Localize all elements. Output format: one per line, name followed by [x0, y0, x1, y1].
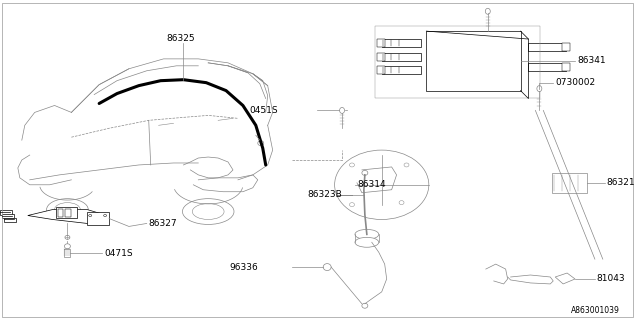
Bar	[529, 63, 566, 71]
Text: 81043: 81043	[597, 275, 625, 284]
Ellipse shape	[340, 108, 344, 113]
Bar	[381, 39, 421, 47]
Ellipse shape	[404, 163, 409, 167]
Bar	[377, 66, 385, 74]
Text: 86321: 86321	[607, 178, 636, 187]
Text: 86327: 86327	[148, 219, 177, 228]
Ellipse shape	[355, 229, 379, 239]
Bar	[529, 43, 566, 51]
Bar	[2, 213, 14, 219]
Bar	[375, 26, 540, 98]
Bar	[426, 31, 520, 91]
Ellipse shape	[537, 86, 542, 92]
Bar	[87, 212, 109, 225]
Text: 86341: 86341	[577, 56, 605, 65]
Text: A863001039: A863001039	[571, 306, 620, 315]
Bar	[377, 53, 385, 61]
Ellipse shape	[323, 264, 331, 270]
Text: 96336: 96336	[229, 263, 258, 272]
Ellipse shape	[362, 303, 368, 308]
Text: 0730002: 0730002	[556, 78, 595, 87]
Ellipse shape	[65, 235, 70, 239]
Text: 86314: 86314	[357, 180, 385, 189]
Bar	[58, 209, 63, 217]
Ellipse shape	[349, 163, 355, 167]
Bar	[4, 218, 16, 222]
Bar	[381, 66, 421, 74]
Bar	[381, 53, 421, 61]
Polygon shape	[28, 210, 107, 223]
Ellipse shape	[349, 203, 355, 207]
Bar	[552, 173, 587, 193]
Ellipse shape	[89, 214, 92, 217]
Bar	[377, 39, 385, 47]
Bar	[562, 63, 570, 71]
Text: 0451S: 0451S	[249, 106, 278, 115]
Ellipse shape	[65, 244, 70, 249]
Bar	[0, 210, 12, 214]
Ellipse shape	[485, 8, 490, 14]
Polygon shape	[556, 273, 575, 284]
Bar	[65, 209, 72, 217]
Text: 0471S: 0471S	[104, 249, 132, 258]
Text: 86323B: 86323B	[307, 190, 342, 199]
Bar	[562, 43, 570, 51]
Bar	[56, 207, 77, 219]
Ellipse shape	[355, 237, 379, 247]
Ellipse shape	[362, 171, 368, 175]
Ellipse shape	[335, 150, 429, 220]
Ellipse shape	[104, 214, 107, 217]
Text: 86325: 86325	[166, 34, 195, 43]
Ellipse shape	[399, 201, 404, 204]
